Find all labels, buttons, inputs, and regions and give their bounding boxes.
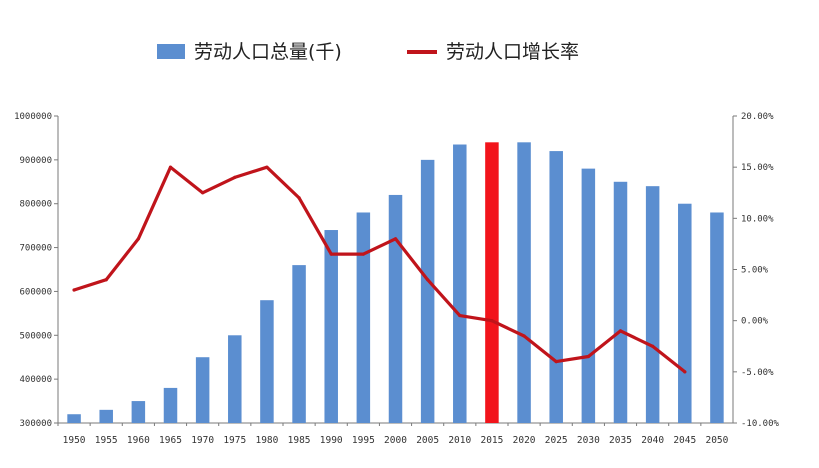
x-tick-label: 2020: [513, 435, 536, 446]
line-point: [683, 370, 687, 374]
bar: [678, 203, 692, 423]
line-point: [72, 288, 76, 292]
bar: [388, 194, 403, 423]
y-right-tick-label: -5.00%: [741, 368, 774, 378]
bar: [517, 142, 531, 424]
bar: [453, 144, 467, 423]
line-point: [361, 252, 365, 256]
line-point: [104, 278, 108, 282]
x-tick-label: 1965: [159, 435, 182, 446]
bar: [228, 335, 242, 423]
line-growth-rate: [72, 165, 687, 374]
line-point: [201, 191, 205, 195]
y-right-tick-label: 10.00%: [741, 214, 774, 224]
line-point: [233, 175, 237, 179]
x-tick-label: 1995: [352, 435, 375, 446]
bar: [645, 186, 660, 423]
y-left-tick-label: 300000: [19, 419, 52, 429]
x-tick-label: 2035: [609, 435, 632, 446]
bar: [195, 357, 210, 423]
bar: [581, 168, 596, 423]
bar: [710, 212, 724, 423]
x-tick-label: 2000: [384, 435, 407, 446]
line-point: [651, 344, 655, 348]
y-left-tick-label: 800000: [19, 200, 52, 210]
bar: [260, 300, 274, 423]
bar: [613, 181, 628, 423]
x-tick-label: 1985: [288, 435, 311, 446]
line-point: [168, 165, 173, 169]
y-left-tick-label: 700000: [19, 244, 52, 254]
legend-swatch-bar: [157, 44, 185, 59]
line-point: [490, 319, 494, 323]
x-tick-label: 2045: [673, 435, 696, 446]
x-tick-label: 2030: [577, 435, 600, 446]
y-left-tick-label: 500000: [19, 331, 52, 341]
x-tick-label: 2005: [416, 435, 439, 446]
bar: [67, 414, 81, 423]
line-point: [522, 334, 526, 338]
y-right-tick-label: 5.00%: [741, 266, 769, 276]
bar: [420, 159, 435, 423]
x-tick-label: 1990: [320, 435, 343, 446]
line-point: [265, 165, 269, 169]
y-left-tick-label: 900000: [19, 156, 52, 166]
line-point: [586, 354, 590, 359]
line-point: [297, 196, 301, 200]
y-left-tick-label: 400000: [19, 375, 52, 385]
x-tick-label: 2010: [448, 435, 471, 446]
line-point: [136, 237, 140, 241]
x-tick-label: 2050: [705, 435, 728, 446]
x-tick-label: 1960: [127, 435, 150, 446]
y-right-tick-label: 0.00%: [741, 317, 769, 327]
bar: [356, 212, 371, 423]
x-tick-label: 2025: [545, 435, 568, 446]
x-tick-label: 1955: [95, 435, 118, 446]
line-point: [426, 278, 430, 282]
y-left-tick-label: 1000000: [14, 112, 52, 122]
line-point: [393, 237, 398, 241]
y-right-tick-label: 20.00%: [741, 112, 774, 122]
y-right-tick-label: -10.00%: [741, 419, 780, 429]
y-right-tick-label: 15.00%: [741, 163, 774, 173]
x-tick-label: 1980: [255, 435, 278, 446]
x-tick-label: 1970: [191, 435, 214, 446]
line-point: [329, 252, 333, 256]
bar: [163, 387, 178, 423]
x-tick-label: 2040: [641, 435, 664, 446]
line-point: [554, 360, 558, 364]
x-tick-label: 2015: [480, 435, 503, 446]
legend-label-line: 劳动人口增长率: [446, 41, 579, 63]
bar: [549, 151, 563, 424]
bar: [324, 230, 338, 423]
x-tick-label: 1950: [63, 435, 86, 446]
x-tick-label: 1975: [223, 435, 246, 446]
bar: [131, 401, 146, 423]
bar-highlight: [485, 142, 499, 424]
bar: [292, 265, 306, 423]
bar: [99, 409, 113, 423]
line-point: [618, 329, 623, 333]
line-point: [458, 313, 462, 318]
legend-label-bar: 劳动人口总量(千): [194, 41, 342, 63]
y-left-tick-label: 600000: [19, 287, 52, 297]
